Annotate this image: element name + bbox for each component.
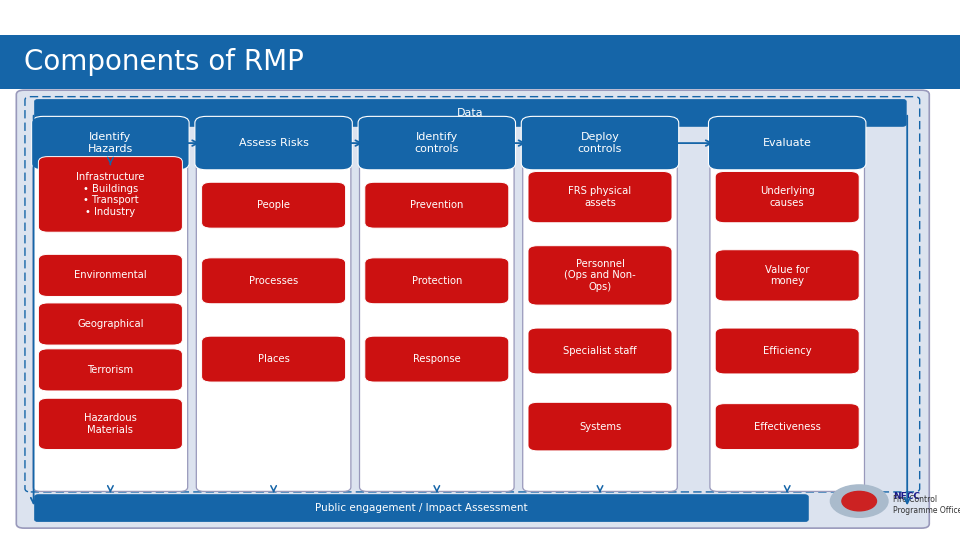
FancyBboxPatch shape <box>38 157 182 232</box>
Text: Efficiency: Efficiency <box>763 346 811 356</box>
Text: Places: Places <box>257 354 290 364</box>
FancyBboxPatch shape <box>38 254 182 296</box>
FancyBboxPatch shape <box>528 172 672 222</box>
FancyBboxPatch shape <box>528 246 672 305</box>
Text: People: People <box>257 200 290 210</box>
Text: Response: Response <box>413 354 461 364</box>
Text: Evaluate: Evaluate <box>763 138 811 148</box>
FancyBboxPatch shape <box>35 99 906 126</box>
FancyBboxPatch shape <box>38 349 182 391</box>
Text: Identify
controls: Identify controls <box>415 132 459 154</box>
Text: Data: Data <box>457 108 484 118</box>
Circle shape <box>830 485 888 517</box>
FancyBboxPatch shape <box>708 117 866 170</box>
Text: Hazardous
Materials: Hazardous Materials <box>84 413 137 435</box>
FancyBboxPatch shape <box>365 336 509 382</box>
Text: Specialist staff: Specialist staff <box>564 346 636 356</box>
Text: Fire Control
Programme Office: Fire Control Programme Office <box>893 495 960 515</box>
FancyBboxPatch shape <box>202 336 346 382</box>
FancyBboxPatch shape <box>715 172 859 222</box>
FancyBboxPatch shape <box>358 117 516 170</box>
Text: Personnel
(Ops and Non-
Ops): Personnel (Ops and Non- Ops) <box>564 259 636 292</box>
FancyBboxPatch shape <box>34 161 187 491</box>
Text: Value for
money: Value for money <box>765 265 809 286</box>
FancyBboxPatch shape <box>202 258 346 303</box>
Text: FRS physical
assets: FRS physical assets <box>568 186 632 208</box>
FancyBboxPatch shape <box>715 404 859 449</box>
Text: Processes: Processes <box>249 276 299 286</box>
FancyBboxPatch shape <box>359 161 514 491</box>
Text: Infrastructure
• Buildings
• Transport
• Industry: Infrastructure • Buildings • Transport •… <box>76 172 145 217</box>
FancyBboxPatch shape <box>715 249 859 301</box>
FancyBboxPatch shape <box>0 0 960 35</box>
Text: Public engagement / Impact Assessment: Public engagement / Impact Assessment <box>315 503 528 513</box>
Text: Protection: Protection <box>412 276 462 286</box>
FancyBboxPatch shape <box>528 328 672 374</box>
FancyBboxPatch shape <box>365 258 509 303</box>
Text: Deploy
controls: Deploy controls <box>578 132 622 154</box>
Text: Systems: Systems <box>579 422 621 431</box>
FancyBboxPatch shape <box>0 35 960 89</box>
Text: Environmental: Environmental <box>74 271 147 280</box>
FancyBboxPatch shape <box>522 161 678 491</box>
FancyBboxPatch shape <box>715 328 859 374</box>
Text: Components of RMP: Components of RMP <box>24 48 304 76</box>
Text: Effectiveness: Effectiveness <box>754 422 821 431</box>
Text: Assess Risks: Assess Risks <box>239 138 308 148</box>
FancyBboxPatch shape <box>196 161 350 491</box>
Text: Prevention: Prevention <box>410 200 464 210</box>
FancyBboxPatch shape <box>365 183 509 228</box>
FancyBboxPatch shape <box>16 90 929 528</box>
FancyBboxPatch shape <box>32 117 189 170</box>
Text: Geographical: Geographical <box>77 319 144 329</box>
FancyBboxPatch shape <box>35 495 808 522</box>
Circle shape <box>842 491 876 511</box>
FancyBboxPatch shape <box>202 183 346 228</box>
Text: Identify
Hazards: Identify Hazards <box>87 132 133 154</box>
FancyBboxPatch shape <box>521 117 679 170</box>
FancyBboxPatch shape <box>528 402 672 451</box>
FancyBboxPatch shape <box>38 399 182 449</box>
Text: Underlying
causes: Underlying causes <box>759 186 815 208</box>
FancyBboxPatch shape <box>195 117 352 170</box>
FancyBboxPatch shape <box>38 303 182 345</box>
Text: NFCC: NFCC <box>893 492 920 501</box>
FancyBboxPatch shape <box>709 161 864 491</box>
Text: Terrorism: Terrorism <box>87 365 133 375</box>
